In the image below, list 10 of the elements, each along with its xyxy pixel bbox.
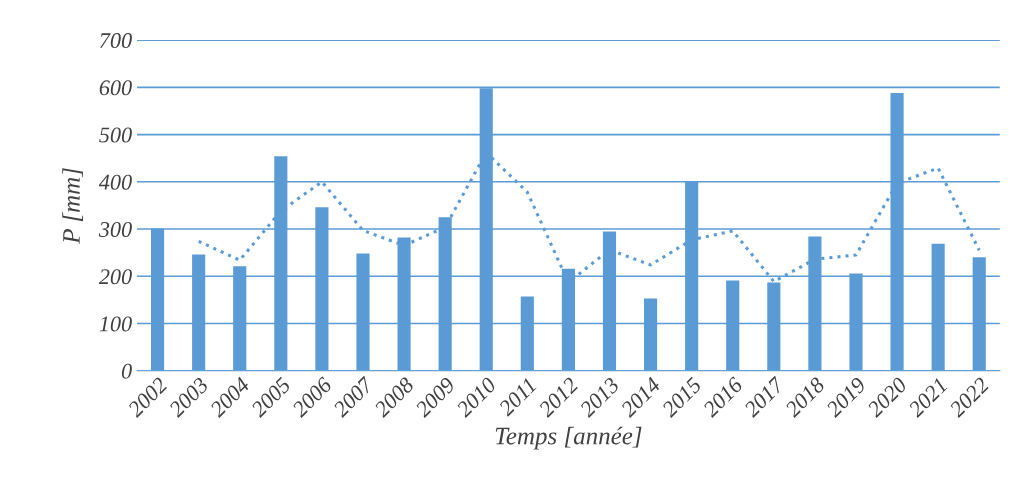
y-tick-label: 0 bbox=[121, 363, 132, 379]
y-tick-label: 200 bbox=[98, 269, 132, 285]
x-axis-title: Temps [année] bbox=[495, 426, 642, 450]
y-tick-label: 600 bbox=[99, 80, 132, 96]
y-tick-label: 100 bbox=[99, 316, 132, 332]
y-tick-label: 400 bbox=[98, 174, 132, 190]
y-tick-label: 300 bbox=[98, 221, 132, 237]
y-tick-label: 700 bbox=[100, 33, 132, 49]
y-axis-title: P [mm] bbox=[62, 168, 83, 244]
y-tick-label: 500 bbox=[99, 127, 132, 143]
